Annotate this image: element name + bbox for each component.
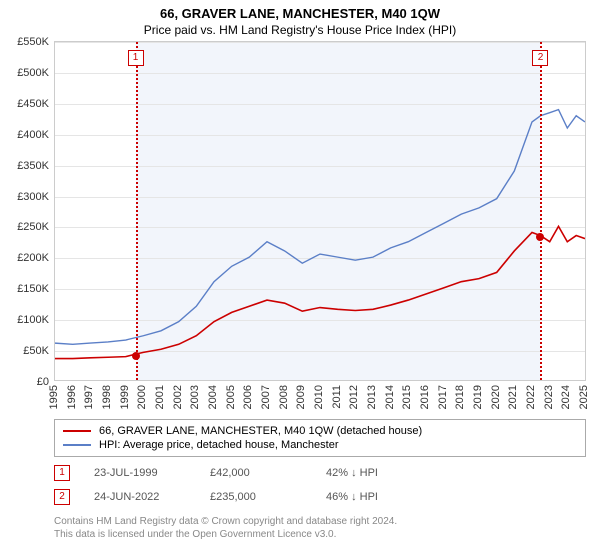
transaction-delta: 42% ↓ HPI bbox=[326, 467, 418, 479]
series-hpi bbox=[55, 110, 585, 345]
x-tick-label: 2022 bbox=[525, 385, 537, 409]
x-tick-label: 2016 bbox=[419, 385, 431, 409]
transactions: 1 23-JUL-1999 £42,000 42% ↓ HPI 2 24-JUN-2022… bbox=[0, 457, 600, 505]
footer: Contains HM Land Registry data © Crown c… bbox=[54, 505, 586, 541]
x-tick-label: 2023 bbox=[543, 385, 555, 409]
series-price_paid bbox=[55, 226, 585, 358]
transaction-delta: 46% ↓ HPI bbox=[326, 491, 418, 503]
legend-swatch bbox=[63, 444, 91, 446]
x-tick-label: 2010 bbox=[313, 385, 325, 409]
x-tick-label: 2002 bbox=[172, 385, 184, 409]
x-tick-label: 2018 bbox=[454, 385, 466, 409]
y-tick-label: £100K bbox=[17, 314, 49, 326]
x-tick-label: 2012 bbox=[348, 385, 360, 409]
y-tick-label: £450K bbox=[17, 98, 49, 110]
y-tick-label: £300K bbox=[17, 191, 49, 203]
x-tick-label: 2005 bbox=[225, 385, 237, 409]
chart-subtitle: Price paid vs. HM Land Registry's House … bbox=[0, 21, 600, 41]
x-axis: 1995199619971998199920002001200220032004… bbox=[54, 381, 586, 419]
transaction-price: £42,000 bbox=[210, 467, 302, 479]
transaction-marker: 2 bbox=[54, 489, 70, 505]
legend-item: HPI: Average price, detached house, Manc… bbox=[63, 438, 577, 452]
y-tick-label: £150K bbox=[17, 283, 49, 295]
x-tick-label: 2004 bbox=[207, 385, 219, 409]
plot-area: £0£50K£100K£150K£200K£250K£300K£350K£400… bbox=[54, 41, 586, 381]
x-tick-label: 2013 bbox=[366, 385, 378, 409]
x-tick-label: 2009 bbox=[295, 385, 307, 409]
x-tick-label: 2024 bbox=[560, 385, 572, 409]
footer-line1: Contains HM Land Registry data © Crown c… bbox=[54, 515, 586, 528]
y-tick-label: £350K bbox=[17, 160, 49, 172]
transaction-date: 23-JUL-1999 bbox=[94, 467, 186, 479]
transaction-date: 24-JUN-2022 bbox=[94, 491, 186, 503]
transaction-marker: 1 bbox=[54, 465, 70, 481]
y-tick-label: £50K bbox=[23, 345, 49, 357]
x-tick-label: 2001 bbox=[154, 385, 166, 409]
chart-title: 66, GRAVER LANE, MANCHESTER, M40 1QW bbox=[0, 0, 600, 21]
x-tick-label: 1996 bbox=[66, 385, 78, 409]
marker-vline bbox=[136, 42, 138, 380]
x-tick-label: 2011 bbox=[331, 385, 343, 409]
x-tick-label: 2019 bbox=[472, 385, 484, 409]
y-tick-label: £400K bbox=[17, 129, 49, 141]
y-tick-label: £200K bbox=[17, 252, 49, 264]
marker-dot bbox=[132, 352, 140, 360]
x-tick-label: 2007 bbox=[260, 385, 272, 409]
legend-swatch bbox=[63, 430, 91, 432]
marker-vline bbox=[540, 42, 542, 380]
y-tick-label: £550K bbox=[17, 36, 49, 48]
x-tick-label: 1998 bbox=[101, 385, 113, 409]
x-tick-label: 1997 bbox=[83, 385, 95, 409]
marker-box: 2 bbox=[532, 50, 548, 66]
x-tick-label: 1995 bbox=[48, 385, 60, 409]
x-tick-label: 2000 bbox=[136, 385, 148, 409]
legend-label: HPI: Average price, detached house, Manc… bbox=[99, 439, 339, 451]
chart-container: 66, GRAVER LANE, MANCHESTER, M40 1QW Pri… bbox=[0, 0, 600, 541]
x-tick-label: 2021 bbox=[507, 385, 519, 409]
x-tick-label: 2003 bbox=[189, 385, 201, 409]
x-tick-label: 1999 bbox=[119, 385, 131, 409]
marker-box: 1 bbox=[128, 50, 144, 66]
transaction-price: £235,000 bbox=[210, 491, 302, 503]
x-tick-label: 2020 bbox=[490, 385, 502, 409]
line-series bbox=[55, 42, 585, 380]
marker-dot bbox=[536, 233, 544, 241]
x-tick-label: 2025 bbox=[578, 385, 590, 409]
transaction-row: 1 23-JUL-1999 £42,000 42% ↓ HPI bbox=[54, 457, 586, 481]
footer-line2: This data is licensed under the Open Gov… bbox=[54, 528, 586, 541]
x-tick-label: 2006 bbox=[242, 385, 254, 409]
x-tick-label: 2015 bbox=[401, 385, 413, 409]
legend-item: 66, GRAVER LANE, MANCHESTER, M40 1QW (de… bbox=[63, 424, 577, 438]
x-tick-label: 2014 bbox=[384, 385, 396, 409]
x-tick-label: 2008 bbox=[278, 385, 290, 409]
y-tick-label: £500K bbox=[17, 67, 49, 79]
y-tick-label: £250K bbox=[17, 221, 49, 233]
transaction-row: 2 24-JUN-2022 £235,000 46% ↓ HPI bbox=[54, 481, 586, 505]
x-tick-label: 2017 bbox=[437, 385, 449, 409]
legend: 66, GRAVER LANE, MANCHESTER, M40 1QW (de… bbox=[54, 419, 586, 457]
legend-label: 66, GRAVER LANE, MANCHESTER, M40 1QW (de… bbox=[99, 425, 422, 437]
